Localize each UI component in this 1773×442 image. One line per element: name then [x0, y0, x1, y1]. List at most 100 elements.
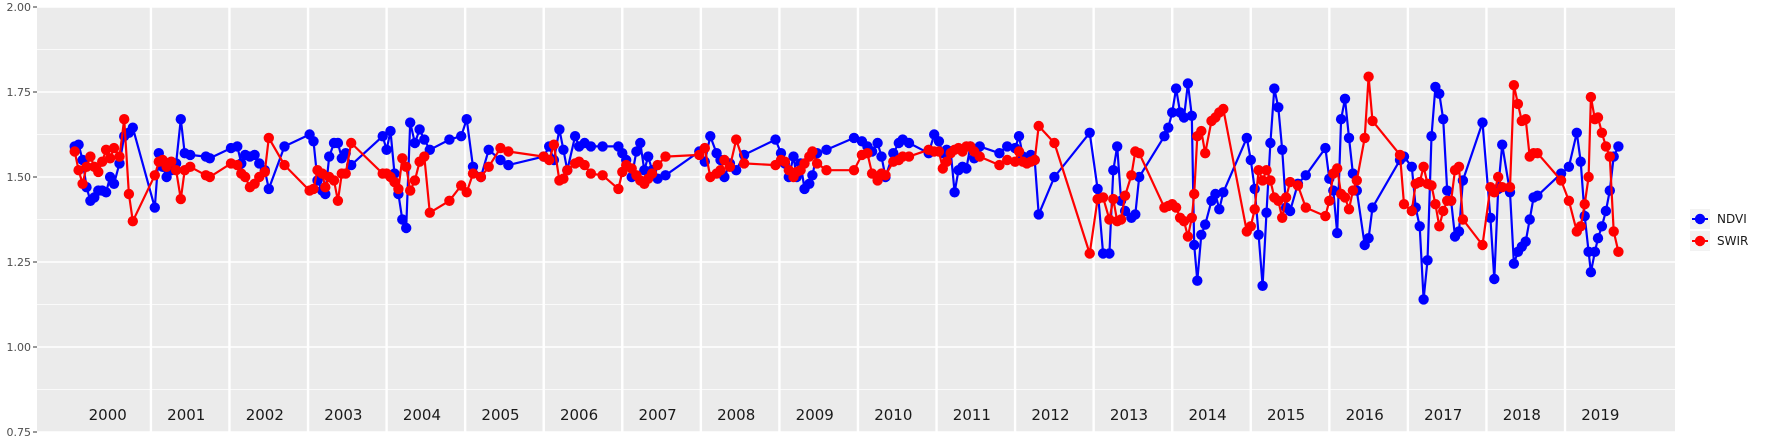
data-point	[419, 151, 430, 162]
data-point	[811, 158, 823, 169]
data-point	[495, 154, 506, 166]
data-point	[1300, 202, 1312, 213]
data-point	[1189, 188, 1200, 200]
data-point	[807, 146, 818, 157]
y-tick-label: 0.75	[7, 426, 32, 439]
data-point	[731, 134, 742, 145]
data-point	[821, 144, 832, 155]
data-point	[93, 166, 104, 178]
data-point	[1178, 112, 1190, 123]
data-point	[1563, 195, 1575, 206]
year-label: 2018	[1503, 406, 1541, 424]
data-point	[1084, 248, 1095, 259]
data-point	[643, 151, 654, 162]
data-point	[401, 161, 412, 172]
data-point	[1119, 190, 1131, 201]
data-point	[1049, 137, 1060, 149]
data-point	[1104, 248, 1115, 259]
data-point	[770, 134, 781, 145]
y-tick-label: 1.25	[7, 256, 32, 269]
data-point	[1320, 142, 1331, 154]
data-point	[1613, 141, 1624, 152]
data-point	[1284, 205, 1296, 217]
data-point	[240, 171, 251, 183]
data-point	[1196, 125, 1207, 137]
data-point	[544, 154, 555, 166]
data-point	[1532, 148, 1543, 159]
data-point	[1343, 132, 1355, 144]
data-point	[1186, 212, 1198, 223]
year-label: 2014	[1188, 406, 1226, 424]
data-point	[332, 137, 344, 149]
data-point	[1575, 156, 1586, 167]
data-point	[569, 131, 581, 142]
data-point	[1406, 161, 1418, 172]
series-swir	[69, 71, 1624, 259]
year-label: 2017	[1424, 406, 1462, 424]
data-point	[933, 136, 945, 147]
data-point	[170, 165, 182, 176]
legend-item-swir: SWIR	[1690, 231, 1748, 251]
data-point	[1189, 239, 1200, 251]
data-point	[1218, 103, 1229, 115]
year-label: 2009	[796, 406, 834, 424]
data-point	[1457, 214, 1469, 225]
data-point	[876, 151, 887, 162]
data-point	[1253, 165, 1264, 176]
data-point	[1092, 183, 1103, 195]
data-point	[1280, 192, 1292, 203]
data-point	[1284, 176, 1296, 188]
data-point	[635, 137, 646, 149]
data-point	[1196, 229, 1207, 240]
data-point	[1589, 246, 1601, 257]
data-point	[1434, 88, 1445, 99]
legend-key-marker	[1694, 235, 1706, 247]
data-point	[1214, 204, 1225, 215]
data-point	[1192, 275, 1203, 286]
year-label: 2003	[324, 406, 362, 424]
data-point	[1182, 231, 1194, 242]
data-point	[872, 137, 883, 149]
data-point	[1426, 180, 1437, 191]
data-point	[461, 114, 472, 125]
data-point	[646, 168, 658, 179]
legend: NDVI SWIR	[1690, 209, 1748, 251]
year-label: 2006	[560, 406, 598, 424]
data-point	[1033, 209, 1044, 220]
data-point	[483, 161, 494, 172]
data-point	[444, 134, 455, 145]
data-point	[1438, 114, 1449, 125]
data-point	[585, 141, 597, 152]
data-point	[401, 222, 412, 234]
data-point	[119, 114, 130, 125]
data-point	[1359, 132, 1370, 144]
data-point	[1292, 180, 1304, 191]
data-point	[97, 156, 108, 167]
data-point	[1398, 199, 1410, 210]
data-point	[558, 144, 569, 155]
data-point	[405, 185, 416, 196]
data-point	[1265, 175, 1276, 186]
data-point	[308, 183, 319, 195]
data-point	[424, 207, 435, 218]
data-point	[328, 175, 340, 186]
data-point	[461, 187, 472, 198]
data-point	[1430, 199, 1441, 210]
data-point	[259, 166, 270, 178]
data-point	[483, 144, 494, 155]
data-point	[941, 156, 952, 167]
data-point	[1367, 202, 1378, 213]
data-point	[1200, 219, 1211, 230]
data-point	[903, 151, 915, 162]
data-point	[1414, 221, 1425, 232]
data-point	[204, 153, 215, 164]
data-point	[1571, 127, 1583, 138]
data-point	[1508, 258, 1520, 269]
data-point	[548, 139, 560, 150]
data-point	[1084, 127, 1095, 138]
data-point	[994, 159, 1005, 171]
data-point	[1418, 294, 1429, 305]
data-point	[1596, 221, 1608, 232]
data-point	[1269, 83, 1280, 94]
